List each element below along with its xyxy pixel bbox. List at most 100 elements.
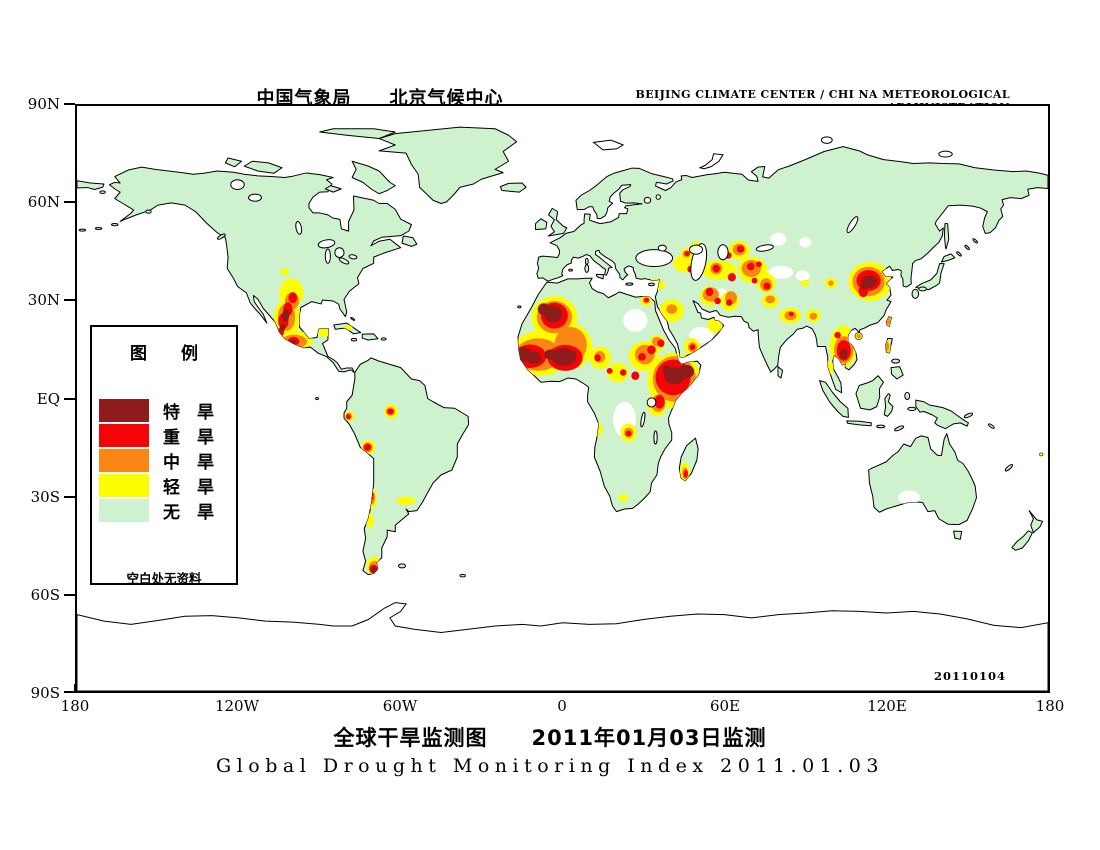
lake-malawi [654,431,657,444]
legend-item-light: 轻 旱 [99,474,214,498]
puerto-rico [381,338,386,340]
y-axis-label: 90N [27,95,60,113]
world-map-svg [77,106,1048,691]
y-tick [64,691,75,693]
y-tick [64,103,75,105]
sumatra [820,381,849,418]
hispaniola [362,334,378,340]
y-axis-label: 30N [27,291,60,309]
y-tick [64,201,75,203]
aleutian-island [95,228,101,230]
y-tick [64,398,75,400]
victoria-island [244,161,282,173]
banks-island [225,158,241,167]
lake-winnipeg [295,221,303,235]
great-britain [548,208,567,236]
honshu [916,264,944,290]
novaya-zemlya [700,154,723,169]
iceland [500,183,526,192]
kuril-island [956,251,962,257]
light-drought-swatch [99,474,149,497]
moderate-drought-swatch [99,449,149,472]
south-georgia [460,574,465,577]
x-axis-label: 180 [60,697,90,715]
ellesmere-island [320,129,396,139]
y-tick [64,299,75,301]
x-axis-label: 120E [867,697,907,715]
sea-of-azov [658,245,666,251]
lake-onega [656,195,660,200]
lake-huron [335,248,344,258]
sardinia [585,265,589,273]
legend-item-extreme: 特 旱 [99,399,214,423]
visayas [892,359,900,363]
falkland-islands [399,564,406,568]
no-drought-swatch [99,499,149,522]
crete [626,283,633,285]
antarctica [77,603,1048,691]
greenland [379,127,517,203]
legend-item-label: 中 旱 [163,453,214,473]
y-tick [64,594,75,596]
x-axis-label: 0 [557,697,567,715]
lesser-sunda [877,425,885,428]
legend-item-label: 无 旱 [163,503,214,523]
map-title-chinese: 全球干旱监测图 2011年01月03日监测 [333,726,767,750]
st-lawrence-island [100,191,105,194]
x-axis-label: 180 [1035,697,1065,715]
balearic-islands [569,269,573,271]
extreme-drought-swatch [99,399,149,422]
aral-sea [718,245,728,260]
sakhalin [944,224,948,249]
lake-victoria [647,398,656,407]
borneo [856,376,884,410]
solomon-islands [988,423,995,429]
y-axis-label: 60S [30,586,60,604]
new-caledonia [1005,463,1014,472]
y-axis-label: 90S [30,684,60,702]
y-axis-label: 30S [30,488,60,506]
lake-balkhash [756,244,774,253]
lakes-layer [231,180,860,444]
sicily [596,274,603,279]
australia [869,434,977,525]
lake-ontario [349,254,357,259]
lake-tanganyika [640,412,646,427]
vancouver-island [217,233,226,240]
header-chinese: 中国气象局 北京气候中心 [256,88,504,109]
y-axis-label: EQ [36,390,60,408]
baffin-island [352,161,395,194]
map-date-stamp: 20110104 [933,669,1006,683]
lake-michigan [325,249,330,263]
legend-item-label: 轻 旱 [163,478,214,498]
halmahera [905,392,910,399]
kuril-island [972,238,978,244]
x-axis-label: 60E [709,697,741,715]
new-zealand-north [1029,511,1042,533]
southampton-island [325,186,341,193]
cyprus [649,283,655,286]
corsica [585,258,588,264]
tasmania [954,531,962,539]
new-guinea [916,400,969,429]
kuril-island [964,245,970,251]
legend-title: 图 例 [130,344,198,364]
mindanao [891,367,903,379]
svalbard [594,140,624,150]
map-title-english: Global Drought Monitoring Index 2011.01.… [216,755,884,777]
sulawesi [884,394,893,417]
new-britain [964,412,973,419]
shikoku [919,287,927,291]
legend-box: 图 例 特 旱 重 旱 中 旱 轻 旱 无 旱 空白处无资料 [90,325,238,586]
kodiak-island [146,210,151,213]
y-tick [64,496,75,498]
x-axis-label: 60W [382,697,418,715]
legend-note: 空白处无资料 [126,571,202,586]
seram [908,407,916,410]
legend-item-moderate: 中 旱 [99,449,214,473]
north-america [109,167,411,372]
severnaya-zemlya [821,137,832,144]
ireland [536,219,547,230]
caspian-north [690,245,703,254]
